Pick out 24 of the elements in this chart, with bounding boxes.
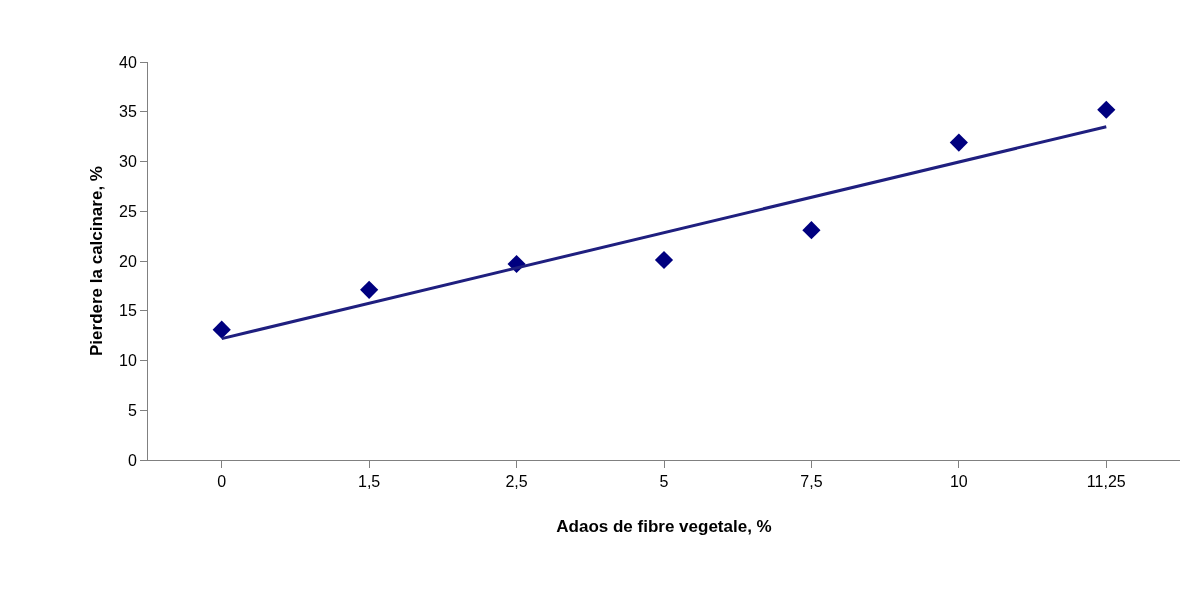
point — [360, 280, 379, 299]
y-tick-label: 35 — [119, 103, 137, 121]
x-tick-label: 5 — [659, 473, 669, 491]
x-tick-label: 2,5 — [505, 473, 528, 491]
point — [802, 221, 821, 240]
y-tick-label: 0 — [127, 451, 137, 469]
y-tick-label: 30 — [119, 153, 137, 171]
y-tick-label: 10 — [119, 352, 137, 370]
y-axis-title: Pierdere la calcinare, % — [86, 166, 106, 356]
x-tick-label: 10 — [949, 473, 968, 491]
x-tick-label: 11,25 — [1086, 473, 1126, 491]
x-axis-title: Adaos de fibre vegetale, % — [556, 516, 772, 536]
point — [654, 250, 674, 270]
y-tick-label: 20 — [119, 252, 137, 270]
y-tick-label: 15 — [119, 302, 137, 320]
y-tick-label: 40 — [119, 53, 137, 71]
x-tick-label: 7,5 — [800, 473, 823, 491]
y-tick-label: 5 — [127, 401, 137, 419]
x-tick-label: 0 — [217, 473, 227, 491]
y-tick-label: 25 — [119, 202, 137, 220]
x-tick-label: 1,5 — [358, 473, 381, 491]
point — [1097, 100, 1116, 119]
point — [212, 320, 231, 339]
point — [949, 133, 968, 152]
